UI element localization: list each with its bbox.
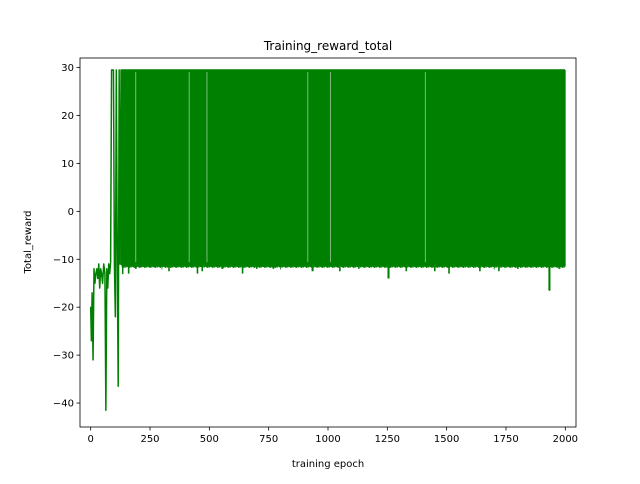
data-point <box>116 263 118 265</box>
y-axis-ticks: −40 −30 −20 −10 0 10 20 30 <box>53 63 80 410</box>
data-point <box>96 268 98 270</box>
data-point <box>108 263 110 265</box>
data-point <box>94 282 96 284</box>
data-point <box>137 69 139 71</box>
y-tick-label: −20 <box>53 303 74 314</box>
x-tick-label: 1000 <box>315 434 340 445</box>
data-point <box>493 268 495 270</box>
data-point <box>124 69 126 71</box>
y-tick-label: −10 <box>53 255 74 266</box>
data-point <box>97 277 99 280</box>
data-point <box>112 69 115 71</box>
data-point <box>244 69 246 71</box>
data-point <box>99 287 101 289</box>
data-point <box>122 273 124 275</box>
data-point <box>308 69 310 71</box>
plot-content <box>89 69 566 411</box>
plot-frame <box>79 57 577 428</box>
data-point <box>104 273 106 275</box>
data-point <box>100 268 102 270</box>
y-tick-label: 20 <box>61 111 74 122</box>
data-point <box>424 263 426 265</box>
data-point <box>559 69 562 71</box>
data-point <box>101 282 104 284</box>
x-tick-label: 1250 <box>375 434 400 445</box>
data-point <box>161 268 163 270</box>
data-point <box>517 69 519 71</box>
data-point <box>95 273 97 275</box>
x-tick-label: 500 <box>200 434 219 445</box>
data-point <box>90 306 92 308</box>
chart-title: Training_reward_total <box>263 39 392 53</box>
y-tick-label: −40 <box>53 399 74 410</box>
data-point <box>110 261 112 263</box>
data-point <box>93 268 95 270</box>
data-point <box>103 263 105 265</box>
x-tick-label: 2000 <box>553 434 578 445</box>
x-tick-label: 750 <box>259 434 278 445</box>
data-point <box>457 69 460 71</box>
data-point <box>110 69 113 71</box>
data-point <box>90 340 92 342</box>
data-point <box>208 263 210 265</box>
data-point <box>564 263 566 265</box>
x-tick-label: 250 <box>140 434 159 445</box>
x-tick-label: 1750 <box>493 434 518 445</box>
data-point <box>118 69 120 71</box>
x-tick-label: 0 <box>87 434 93 445</box>
data-point <box>374 69 377 71</box>
x-axis-ticks: 0 250 500 750 1000 1250 1500 1750 2000 <box>87 427 578 445</box>
data-point <box>114 316 116 318</box>
data-point <box>106 268 108 270</box>
data-point <box>117 385 119 387</box>
data-point <box>120 69 122 71</box>
y-tick-label: 10 <box>61 159 74 170</box>
data-point <box>105 409 107 411</box>
data-point <box>100 273 103 275</box>
series-line <box>89 69 124 411</box>
y-tick-label: −30 <box>53 351 74 362</box>
data-point <box>115 69 117 71</box>
data-point <box>91 292 93 294</box>
data-point <box>189 69 191 71</box>
data-point <box>111 69 114 71</box>
y-axis-label: Total_reward <box>23 211 34 275</box>
data-point <box>113 263 116 265</box>
x-tick-label: 1500 <box>434 434 459 445</box>
data-point <box>548 289 551 292</box>
data-point <box>98 263 100 265</box>
series-dense-band <box>120 69 566 291</box>
data-point <box>329 263 331 265</box>
data-point <box>109 273 111 275</box>
data-point <box>128 268 130 270</box>
y-tick-label: 30 <box>61 63 74 74</box>
data-point <box>107 287 109 289</box>
y-tick-label: 0 <box>68 207 74 218</box>
data-point <box>279 268 282 270</box>
data-point <box>119 263 121 265</box>
data-point <box>92 359 94 361</box>
x-axis-label: training epoch <box>292 459 364 470</box>
